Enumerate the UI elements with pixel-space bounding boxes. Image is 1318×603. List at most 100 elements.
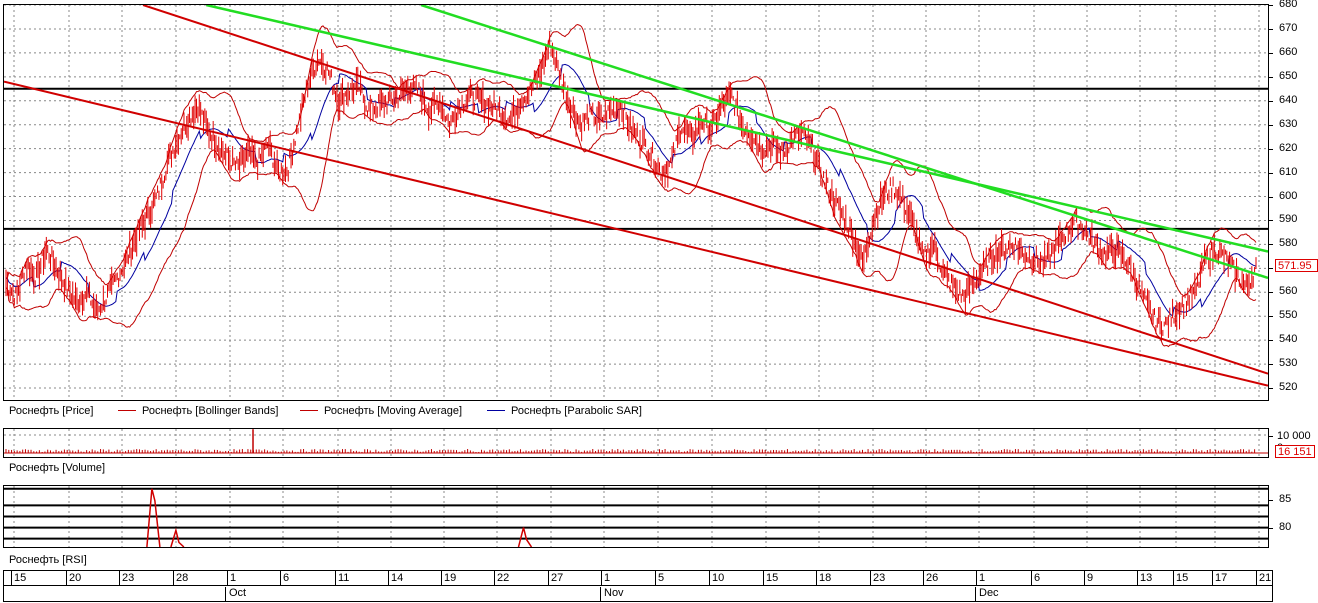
legend-price: Роснефть [Price] — [9, 405, 94, 417]
x-axis-tick-mark — [763, 571, 764, 585]
legend-volume: Роснефть [Volume] — [9, 462, 106, 474]
x-axis-day-label: 21 — [1259, 572, 1272, 584]
price-axis-tick-mark — [1269, 52, 1273, 54]
bollinger-upper-band — [5, 23, 1257, 297]
x-axis-day-label: 22 — [497, 572, 510, 584]
x-axis-tick-mark — [870, 571, 871, 585]
x-axis-tick-mark — [601, 571, 602, 585]
rsi-spike — [146, 488, 161, 547]
x-axis-tick-mark — [709, 571, 710, 585]
price-axis-label: 520 — [1279, 381, 1298, 394]
x-axis-day-label: 23 — [122, 572, 135, 584]
x-axis-tick-mark — [227, 571, 228, 585]
volume-legend: Роснефть [Volume] — [0, 459, 1269, 477]
x-axis-tick-mark — [1173, 571, 1174, 585]
x-axis-tick-mark — [1212, 571, 1213, 585]
x-axis-tick-mark — [816, 571, 817, 585]
price-axis-label: 640 — [1279, 93, 1298, 106]
x-axis-tick-mark — [441, 571, 442, 585]
rsi-spike — [517, 527, 533, 547]
x-axis-day-label: 18 — [819, 572, 832, 584]
price-axis-label: 660 — [1279, 45, 1298, 58]
price-axis-tick-mark — [1269, 340, 1273, 342]
x-axis-tick-mark — [1256, 571, 1257, 585]
price-axis-tick-mark — [1269, 268, 1273, 270]
rsi-y-axis: 80 85 — [1269, 485, 1318, 548]
x-axis-tick-mark — [1084, 571, 1085, 585]
red-trendline — [142, 5, 1268, 375]
price-axis-tick-mark — [1269, 28, 1273, 30]
x-axis-tick-mark — [173, 571, 174, 585]
price-axis-label: 580 — [1279, 237, 1298, 250]
price-axis-label: 650 — [1279, 69, 1298, 82]
x-axis-tick-mark — [11, 571, 12, 585]
legend-rsi: Роснефть [RSI] — [9, 554, 87, 566]
price-axis-label: 540 — [1279, 333, 1298, 346]
price-axis-label: 670 — [1279, 21, 1298, 34]
volume-chart — [4, 429, 1268, 457]
x-axis-tick-mark — [119, 571, 120, 585]
rsi-axis-tick-mark — [1269, 499, 1273, 501]
price-axis-tick-mark — [1269, 172, 1273, 174]
x-axis-day-label: 5 — [658, 572, 665, 584]
green-trendline — [420, 5, 1268, 280]
price-axis-tick-mark — [1269, 5, 1273, 6]
legend-parabolic-sar: Роснефть [Parabolic SAR] — [487, 405, 642, 417]
x-axis-tick-mark — [655, 571, 656, 585]
price-axis-tick-mark — [1269, 100, 1273, 102]
volume-chart-panel[interactable] — [3, 428, 1269, 458]
price-axis-tick-mark — [1269, 292, 1273, 294]
rsi-chart-panel[interactable] — [3, 485, 1269, 548]
x-axis-day-label: 27 — [551, 572, 564, 584]
price-axis-tick-mark — [1269, 124, 1273, 126]
price-chart-panel[interactable] — [3, 4, 1269, 401]
x-axis-month-label: Oct — [225, 587, 246, 602]
price-axis-label: 680 — [1279, 0, 1298, 10]
rsi-axis-label: 80 — [1279, 520, 1292, 533]
x-axis-day-label: 15 — [1176, 572, 1189, 584]
price-axis-label: 630 — [1279, 117, 1298, 130]
x-axis-tick-mark — [923, 571, 924, 585]
price-axis-tick-mark — [1269, 148, 1273, 150]
x-axis-tick-mark — [335, 571, 336, 585]
x-axis-tick-mark — [976, 571, 977, 585]
price-axis-label: 530 — [1279, 357, 1298, 370]
x-axis-tick-mark — [1137, 571, 1138, 585]
x-axis-day-label: 28 — [176, 572, 189, 584]
price-axis-tick-mark — [1269, 244, 1273, 246]
price-axis-label: 550 — [1279, 309, 1298, 322]
x-axis-day-label: 15 — [14, 572, 27, 584]
price-axis-label: 600 — [1279, 189, 1298, 202]
x-axis-day-label: 13 — [1140, 572, 1153, 584]
legend-sar-swatch — [487, 409, 505, 411]
rsi-chart — [4, 486, 1268, 547]
x-axis-day-label: 6 — [1034, 572, 1041, 584]
bollinger-lower-band — [5, 100, 1257, 348]
green-trendline — [205, 5, 1268, 253]
price-axis-label: 590 — [1279, 213, 1298, 226]
rsi-axis-label: 85 — [1279, 492, 1292, 505]
price-axis-tick-mark — [1269, 76, 1273, 78]
x-axis-day-label: 20 — [69, 572, 82, 584]
x-axis-day-label: 10 — [712, 572, 725, 584]
x-axis-day-label: 17 — [1215, 572, 1228, 584]
price-series — [5, 30, 1257, 342]
price-axis-label: 560 — [1279, 285, 1298, 298]
x-axis-day-label: 23 — [873, 572, 886, 584]
parabolic-sar-line — [5, 63, 1257, 317]
x-axis-day-label: 1 — [604, 572, 611, 584]
legend-bollinger: Роснефть [Bollinger Bands] — [118, 405, 278, 417]
price-chart — [4, 5, 1268, 400]
x-axis-tick-mark — [494, 571, 495, 585]
x-axis-tick-mark — [1031, 571, 1032, 585]
price-y-axis: 5205305405505605705805906006106206306406… — [1269, 0, 1318, 401]
x-axis-tick-mark — [280, 571, 281, 585]
x-axis-day-label: 1 — [230, 572, 237, 584]
last-volume-tag: 16 151 — [1275, 445, 1315, 458]
price-axis-tick-mark — [1269, 316, 1273, 318]
x-axis-day-label: 26 — [926, 572, 939, 584]
x-axis-month-label: Dec — [975, 587, 999, 602]
x-axis-day-label: 6 — [283, 572, 290, 584]
price-axis-label: 610 — [1279, 165, 1298, 178]
x-axis-day-label: 19 — [444, 572, 457, 584]
